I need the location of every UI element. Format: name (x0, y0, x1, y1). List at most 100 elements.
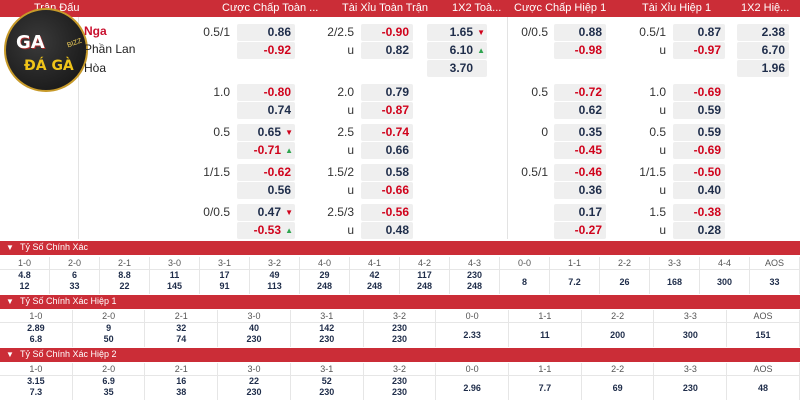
section-title: Tỷ Số Chính Xác (20, 242, 89, 252)
score-odds-cell[interactable]: 300 (700, 270, 750, 294)
correct-score-h1-header[interactable]: ▼ Tỷ Số Chính Xác Hiệp 1 (0, 295, 800, 309)
odds-cell[interactable]: -0.74 (361, 124, 413, 141)
score-odds-cell[interactable]: 11 (509, 323, 582, 347)
score-odds-cell[interactable]: 2.33 (436, 323, 510, 347)
score-odds-bottom: 33 (769, 277, 780, 287)
odds-cell[interactable]: 6.10 ▲ (427, 42, 487, 59)
odds-cell[interactable]: 0.74 (237, 102, 295, 119)
score-odds-cell[interactable]: 300 (654, 323, 728, 347)
score-odds-cell[interactable]: 142 230 (291, 323, 364, 347)
odds-cell[interactable]: 0.17 (554, 204, 606, 221)
col-ft-1x2[interactable]: 1X2 Toà... (452, 2, 502, 14)
score-odds-cell[interactable]: 200 (582, 323, 655, 347)
correct-score-h2-header[interactable]: ▼ Tỷ Số Chính Xác Hiệp 2 (0, 348, 800, 362)
odds-cell[interactable]: 0.79 (361, 84, 413, 101)
odds-cell[interactable]: 0.40 (673, 182, 725, 199)
odds-cell[interactable]: 0.87 (673, 24, 725, 41)
odds-cell[interactable]: 0.58 (361, 164, 413, 181)
odds-cell[interactable]: -0.27 (554, 222, 606, 239)
odds-cell[interactable]: 0.36 (554, 182, 606, 199)
odds-cell[interactable]: 2.38 (737, 24, 789, 41)
score-odds-cell[interactable]: 2.96 (436, 376, 510, 400)
odds-cell[interactable]: 0.88 (554, 24, 606, 41)
score-odds-cell[interactable]: 6 33 (50, 270, 100, 294)
score-odds-cell[interactable]: 230 230 (364, 323, 437, 347)
odds-cell[interactable]: -0.80 (237, 84, 295, 101)
correct-score-header[interactable]: ▼ Tỷ Số Chính Xác (0, 241, 800, 255)
odds-cell[interactable]: 0.59 (673, 124, 725, 141)
odds-cell[interactable]: -0.97 (673, 42, 725, 59)
score-odds-top: 142 (319, 323, 335, 333)
odds-cell[interactable]: 1.96 (737, 60, 789, 77)
odds-cell[interactable]: -0.53 ▲ (237, 222, 295, 239)
odds-cell[interactable]: 0.28 (673, 222, 725, 239)
col-ft-overunder[interactable]: Tài Xỉu Toàn Trận (342, 2, 429, 14)
score-odds-cell[interactable]: 33 (750, 270, 800, 294)
score-odds-cell[interactable]: 17 91 (200, 270, 250, 294)
odds-cell[interactable]: 6.70 (737, 42, 789, 59)
score-odds-cell[interactable]: 32 74 (145, 323, 219, 347)
odds-cell[interactable]: 0.66 (361, 142, 413, 159)
score-odds-cell[interactable]: 69 (582, 376, 655, 400)
odds-cell[interactable]: -0.72 (554, 84, 606, 101)
col-h1-overunder[interactable]: Tài Xỉu Hiệp 1 (642, 2, 712, 14)
team-away[interactable]: Phần Lan (84, 42, 136, 56)
score-label: 0-0 (500, 257, 550, 269)
score-odds-cell[interactable]: 48 (727, 376, 800, 400)
odds-cell[interactable]: -0.56 (361, 204, 413, 221)
score-odds-cell[interactable]: 42 248 (350, 270, 400, 294)
odds-cell[interactable]: 3.70 (427, 60, 487, 77)
odds-cell[interactable]: 1.65 ▼ (427, 24, 487, 41)
odds-cell[interactable]: 0.59 (673, 102, 725, 119)
odds-cell[interactable]: 0.62 (554, 102, 606, 119)
score-odds-cell[interactable]: 7.7 (509, 376, 582, 400)
score-odds-cell[interactable]: 52 230 (291, 376, 364, 400)
score-odds-cell[interactable]: 9 50 (73, 323, 146, 347)
col-h1-handicap[interactable]: Cược Chấp Hiệp 1 (514, 2, 607, 14)
col-ft-handicap[interactable]: Cược Chấp Toàn ... (222, 2, 319, 14)
score-odds-cell[interactable]: 151 (727, 323, 800, 347)
odds-cell[interactable]: -0.87 (361, 102, 413, 119)
odds-cell[interactable]: -0.45 (554, 142, 606, 159)
odds-cell[interactable]: -0.62 (237, 164, 295, 181)
odds-cell[interactable]: -0.92 (237, 42, 295, 59)
odds-cell[interactable]: -0.69 (673, 84, 725, 101)
score-odds-cell[interactable]: 49 113 (250, 270, 300, 294)
score-odds-cell[interactable]: 230 248 (450, 270, 500, 294)
score-odds-cell[interactable]: 29 248 (300, 270, 350, 294)
odds-cell[interactable]: -0.90 (361, 24, 413, 41)
odds-cell[interactable]: -0.46 (554, 164, 606, 181)
odds-cell[interactable]: 0.47 ▼ (237, 204, 295, 221)
odds-cell[interactable]: 0.35 (554, 124, 606, 141)
odds-cell[interactable]: -0.69 (673, 142, 725, 159)
odds-cell[interactable]: 0.65 ▼ (237, 124, 295, 141)
score-odds-cell[interactable]: 230 230 (364, 376, 437, 400)
score-odds-cell[interactable]: 8 (500, 270, 550, 294)
odds-cell[interactable]: 0.56 (237, 182, 295, 199)
score-odds-cell[interactable]: 4.8 12 (0, 270, 50, 294)
score-odds-cell[interactable]: 8.8 22 (100, 270, 150, 294)
score-odds-cell[interactable]: 117 248 (400, 270, 450, 294)
score-odds-cell[interactable]: 40 230 (218, 323, 291, 347)
team-home[interactable]: Nga (84, 24, 107, 38)
score-odds-cell[interactable]: 3.15 7.3 (0, 376, 73, 400)
score-odds-cell[interactable]: 22 230 (218, 376, 291, 400)
score-odds-cell[interactable]: 168 (650, 270, 700, 294)
odds-cell[interactable]: 0.82 (361, 42, 413, 59)
odds-cell[interactable]: 0.48 (361, 222, 413, 239)
score-odds-cell[interactable]: 11 145 (150, 270, 200, 294)
odds-cell[interactable]: -0.66 (361, 182, 413, 199)
score-odds-cell[interactable]: 6.9 35 (73, 376, 146, 400)
score-odds-cell[interactable]: 7.2 (550, 270, 600, 294)
odds-cell[interactable]: -0.98 (554, 42, 606, 59)
col-h1-1x2[interactable]: 1X2 Hiệ... (741, 2, 790, 14)
odds-cell[interactable]: -0.50 (673, 164, 725, 181)
odds-cell[interactable]: 0.86 (237, 24, 295, 41)
odds-cell[interactable]: -0.71 ▲ (237, 142, 295, 159)
score-odds-cell[interactable]: 16 38 (145, 376, 219, 400)
score-odds-cell[interactable]: 2.89 6.8 (0, 323, 73, 347)
score-odds-cell[interactable]: 230 (654, 376, 728, 400)
section-title: Tỷ Số Chính Xác Hiệp 1 (20, 296, 117, 306)
score-odds-cell[interactable]: 26 (600, 270, 650, 294)
odds-cell[interactable]: -0.38 (673, 204, 725, 221)
